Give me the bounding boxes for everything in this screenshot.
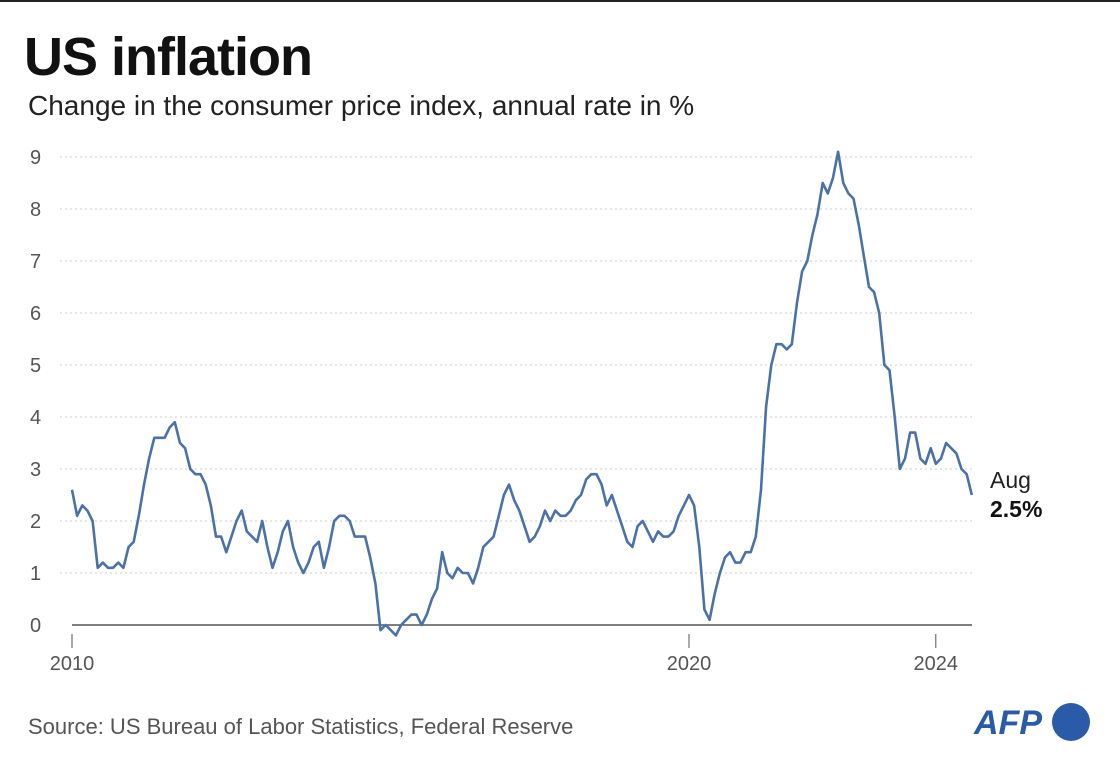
y-tick-label: 5	[30, 355, 41, 377]
y-tick-label: 2	[30, 511, 41, 533]
x-tick-label: 2010	[50, 653, 95, 675]
y-tick-label: 8	[30, 199, 41, 221]
chart-title: US inflation	[24, 27, 313, 87]
annotation-value: 2.5%	[990, 496, 1042, 522]
y-tick-label: 1	[30, 563, 41, 585]
x-tick-label: 2020	[667, 653, 712, 675]
y-tick-label: 4	[30, 407, 41, 429]
x-axis-ticks: 2010 2020 2024	[50, 634, 958, 675]
y-axis-ticks: 0 1 2 3 4 5 6 7 8 9	[30, 147, 41, 637]
source-note: Source: US Bureau of Labor Statistics, F…	[28, 714, 574, 739]
gridlines	[60, 156, 972, 574]
y-tick-label: 7	[30, 251, 41, 273]
y-tick-label: 9	[30, 147, 41, 169]
y-tick-label: 3	[30, 459, 41, 481]
top-rule	[0, 0, 1120, 2]
afp-logo: AFP	[972, 702, 1097, 747]
chart-subtitle: Change in the consumer price index, annu…	[28, 90, 695, 121]
afp-logo-icon: AFP	[973, 703, 1090, 742]
cpi-series-line	[70, 150, 974, 637]
y-tick-label: 0	[30, 615, 41, 637]
annotation-month: Aug	[990, 467, 1031, 493]
x-tick-label: 2024	[914, 653, 959, 675]
svg-text:AFP: AFP	[973, 704, 1042, 742]
y-tick-label: 6	[30, 303, 41, 325]
